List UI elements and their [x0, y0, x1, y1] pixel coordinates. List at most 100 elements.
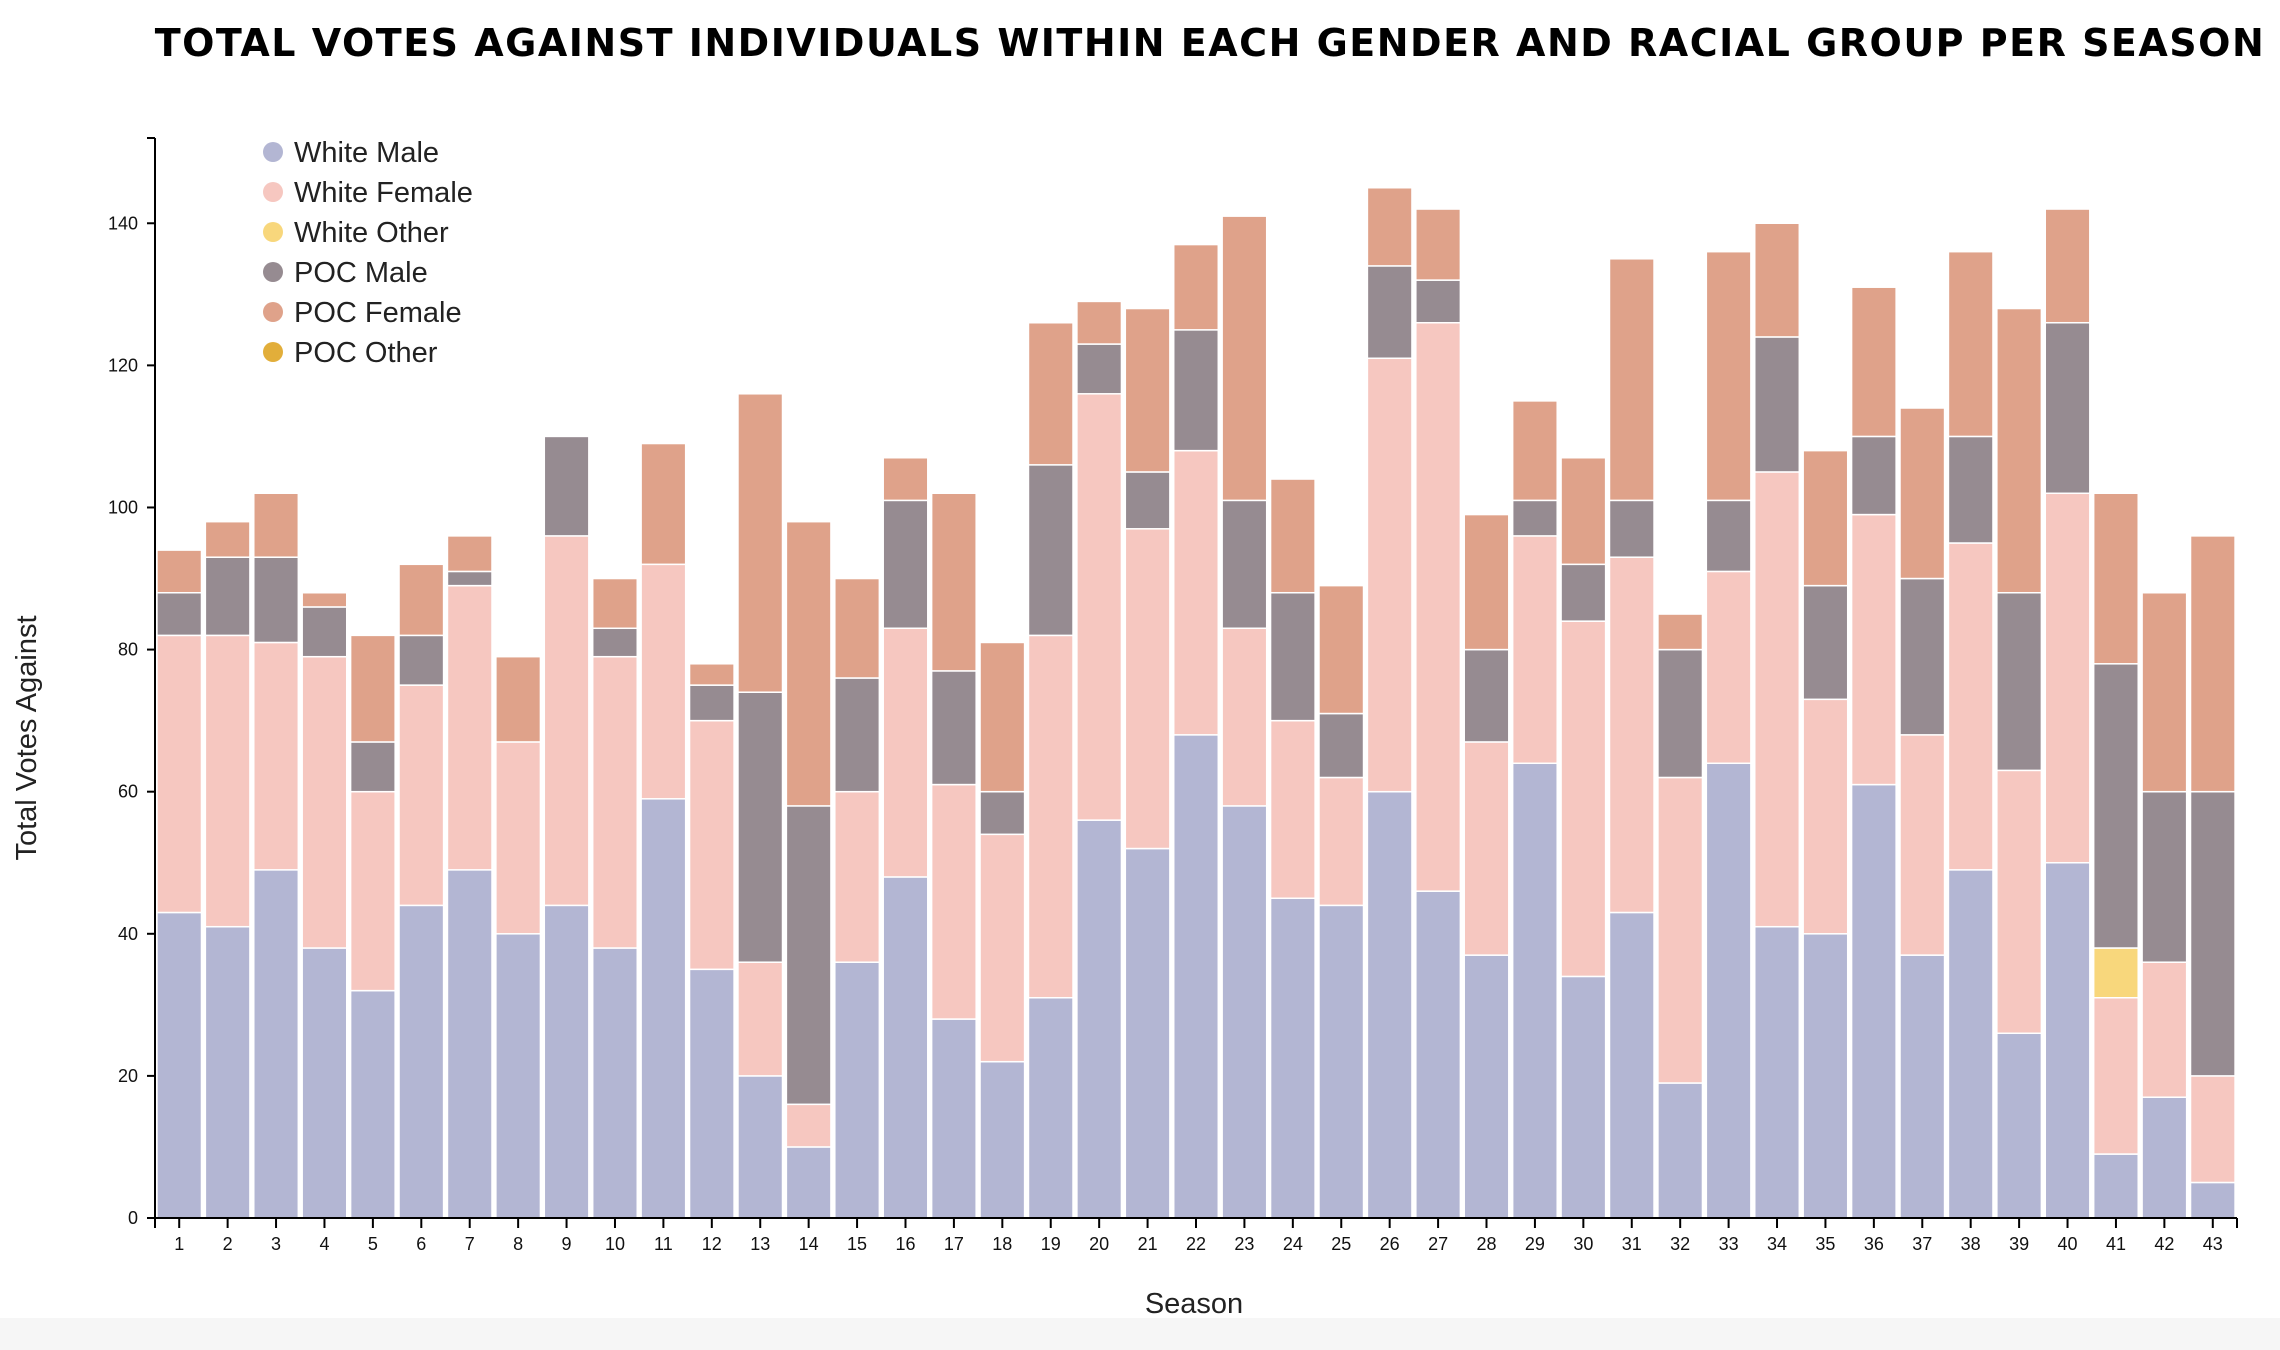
bar-segment-white-female-season-23: [1221, 627, 1268, 807]
bar-segment-white-female-season-33: [1705, 570, 1752, 765]
bar-segment-white-female-season-14: [785, 1103, 832, 1148]
bar-segment-white-male-season-14: [785, 1146, 832, 1219]
bar-segment-poc-female-season-39: [1996, 307, 2043, 594]
bar-segment-poc-female-season-34: [1754, 222, 1801, 338]
bar-segment-white-male-season-5: [349, 989, 396, 1219]
legend-swatch-white-female: [263, 182, 283, 202]
bar-segment-poc-male-season-4: [301, 606, 348, 658]
x-tick-label-7: 7: [465, 1234, 475, 1254]
bar-segment-white-male-season-12: [688, 968, 735, 1219]
bar-segment-poc-male-season-29: [1511, 499, 1558, 537]
bar-segment-poc-female-season-22: [1172, 243, 1220, 331]
bar-segment-poc-female-season-8: [495, 655, 542, 743]
x-tick-label-38: 38: [1961, 1234, 1981, 1254]
bar-segment-poc-male-season-9: [543, 435, 590, 537]
bar-segment-white-female-season-31: [1608, 556, 1655, 914]
bar-segment-poc-female-season-15: [834, 577, 881, 679]
bar-segment-poc-female-season-29: [1511, 400, 1558, 502]
x-tick-label-33: 33: [1719, 1234, 1739, 1254]
bar-segment-white-female-season-2: [204, 634, 251, 928]
bar-segment-poc-female-season-1: [156, 549, 203, 594]
bar-segment-poc-male-season-41: [2092, 663, 2139, 949]
bar-segment-poc-female-season-5: [349, 634, 396, 743]
x-tick-label-21: 21: [1138, 1234, 1158, 1254]
bar-segment-white-female-season-32: [1657, 776, 1704, 1084]
bar-segment-poc-male-season-31: [1608, 499, 1655, 558]
x-tick-label-30: 30: [1573, 1234, 1593, 1254]
bar-segment-poc-female-season-14: [785, 520, 832, 807]
bar-segment-poc-female-season-43: [2189, 535, 2236, 793]
bar-segment-poc-male-season-12: [688, 684, 735, 722]
bar-segment-white-male-season-25: [1318, 904, 1365, 1219]
x-tick-label-24: 24: [1283, 1234, 1303, 1254]
bar-segment-white-male-season-43: [2189, 1181, 2236, 1219]
legend-label-poc-female: POC Female: [294, 297, 462, 329]
bar-segment-poc-male-season-27: [1415, 279, 1462, 324]
x-tick-label-22: 22: [1186, 1234, 1206, 1254]
x-tick-label-6: 6: [416, 1234, 426, 1254]
bar-segment-white-male-season-22: [1172, 734, 1220, 1219]
bar-segment-poc-male-season-7: [446, 570, 493, 587]
bar-segment-white-male-season-27: [1415, 890, 1462, 1219]
bar-segment-poc-female-season-25: [1318, 584, 1365, 715]
x-tick-label-29: 29: [1525, 1234, 1545, 1254]
bar-segment-white-male-season-15: [834, 961, 881, 1219]
bar-segment-poc-female-season-3: [253, 492, 300, 558]
bar-segment-white-female-season-7: [446, 584, 493, 871]
bar-segment-poc-male-season-36: [1850, 435, 1897, 516]
bar-segment-white-female-season-37: [1899, 734, 1946, 956]
bar-segment-white-female-season-28: [1463, 741, 1510, 956]
y-axis-label: Total Votes Against: [11, 615, 43, 860]
x-tick-label-1: 1: [174, 1234, 184, 1254]
x-tick-label-8: 8: [513, 1234, 523, 1254]
bar-segment-poc-female-season-23: [1221, 215, 1268, 502]
bar-segment-poc-male-season-19: [1027, 464, 1074, 637]
bar-segment-poc-male-season-2: [204, 556, 251, 637]
bar-segment-white-female-season-3: [253, 641, 300, 871]
bar-segment-poc-male-season-23: [1221, 499, 1268, 630]
bar-segment-poc-female-season-32: [1657, 613, 1704, 651]
bar-segment-poc-female-season-10: [591, 577, 639, 630]
bar-segment-white-male-season-18: [979, 1060, 1026, 1219]
bar-segment-white-male-season-7: [446, 869, 493, 1219]
bar-segment-poc-female-season-11: [640, 442, 687, 566]
bar-segment-white-male-season-10: [591, 947, 639, 1219]
bar-segment-poc-male-season-6: [398, 634, 445, 686]
bars-layer: [156, 186, 2236, 1219]
bar-segment-poc-female-season-16: [882, 456, 929, 502]
bar-segment-poc-female-season-33: [1705, 250, 1752, 502]
x-tick-label-42: 42: [2154, 1234, 2174, 1254]
bar-segment-white-male-season-36: [1850, 783, 1897, 1219]
bar-segment-white-male-season-41: [2092, 1153, 2139, 1219]
bar-segment-poc-male-season-20: [1076, 343, 1123, 395]
bar-segment-white-male-season-23: [1221, 805, 1268, 1219]
bar-segment-poc-female-season-27: [1415, 208, 1462, 281]
bar-segment-poc-male-season-35: [1802, 584, 1849, 701]
bar-segment-white-female-season-22: [1172, 449, 1220, 736]
bar-segment-poc-female-season-7: [446, 535, 493, 573]
bar-segment-poc-male-season-26: [1366, 265, 1413, 360]
bar-segment-poc-female-season-21: [1124, 307, 1171, 473]
bar-segment-white-male-season-32: [1657, 1082, 1704, 1219]
bar-segment-poc-female-season-28: [1463, 513, 1510, 651]
bar-segment-poc-male-season-24: [1269, 591, 1316, 722]
x-tick-label-16: 16: [895, 1234, 915, 1254]
bar-segment-poc-female-season-37: [1899, 407, 1946, 580]
x-tick-label-40: 40: [2058, 1234, 2078, 1254]
bar-segment-white-male-season-39: [1996, 1032, 2043, 1219]
bar-segment-white-female-season-43: [2189, 1075, 2236, 1184]
bar-segment-poc-male-season-42: [2141, 790, 2188, 963]
bar-segment-white-female-season-20: [1076, 393, 1123, 821]
x-tick-label-3: 3: [271, 1234, 281, 1254]
x-tick-label-37: 37: [1912, 1234, 1932, 1254]
bar-segment-white-female-season-1: [156, 634, 203, 914]
bar-segment-poc-female-season-19: [1027, 321, 1074, 466]
legend-label-white-female: White Female: [294, 177, 473, 209]
bar-segment-poc-male-season-28: [1463, 648, 1510, 743]
bar-segment-white-male-season-16: [882, 876, 929, 1219]
bar-segment-poc-male-season-30: [1560, 563, 1607, 622]
legend-swatch-poc-female: [263, 302, 283, 322]
y-tick-label-0: 0: [128, 1208, 138, 1228]
bar-segment-white-female-season-4: [301, 655, 348, 949]
